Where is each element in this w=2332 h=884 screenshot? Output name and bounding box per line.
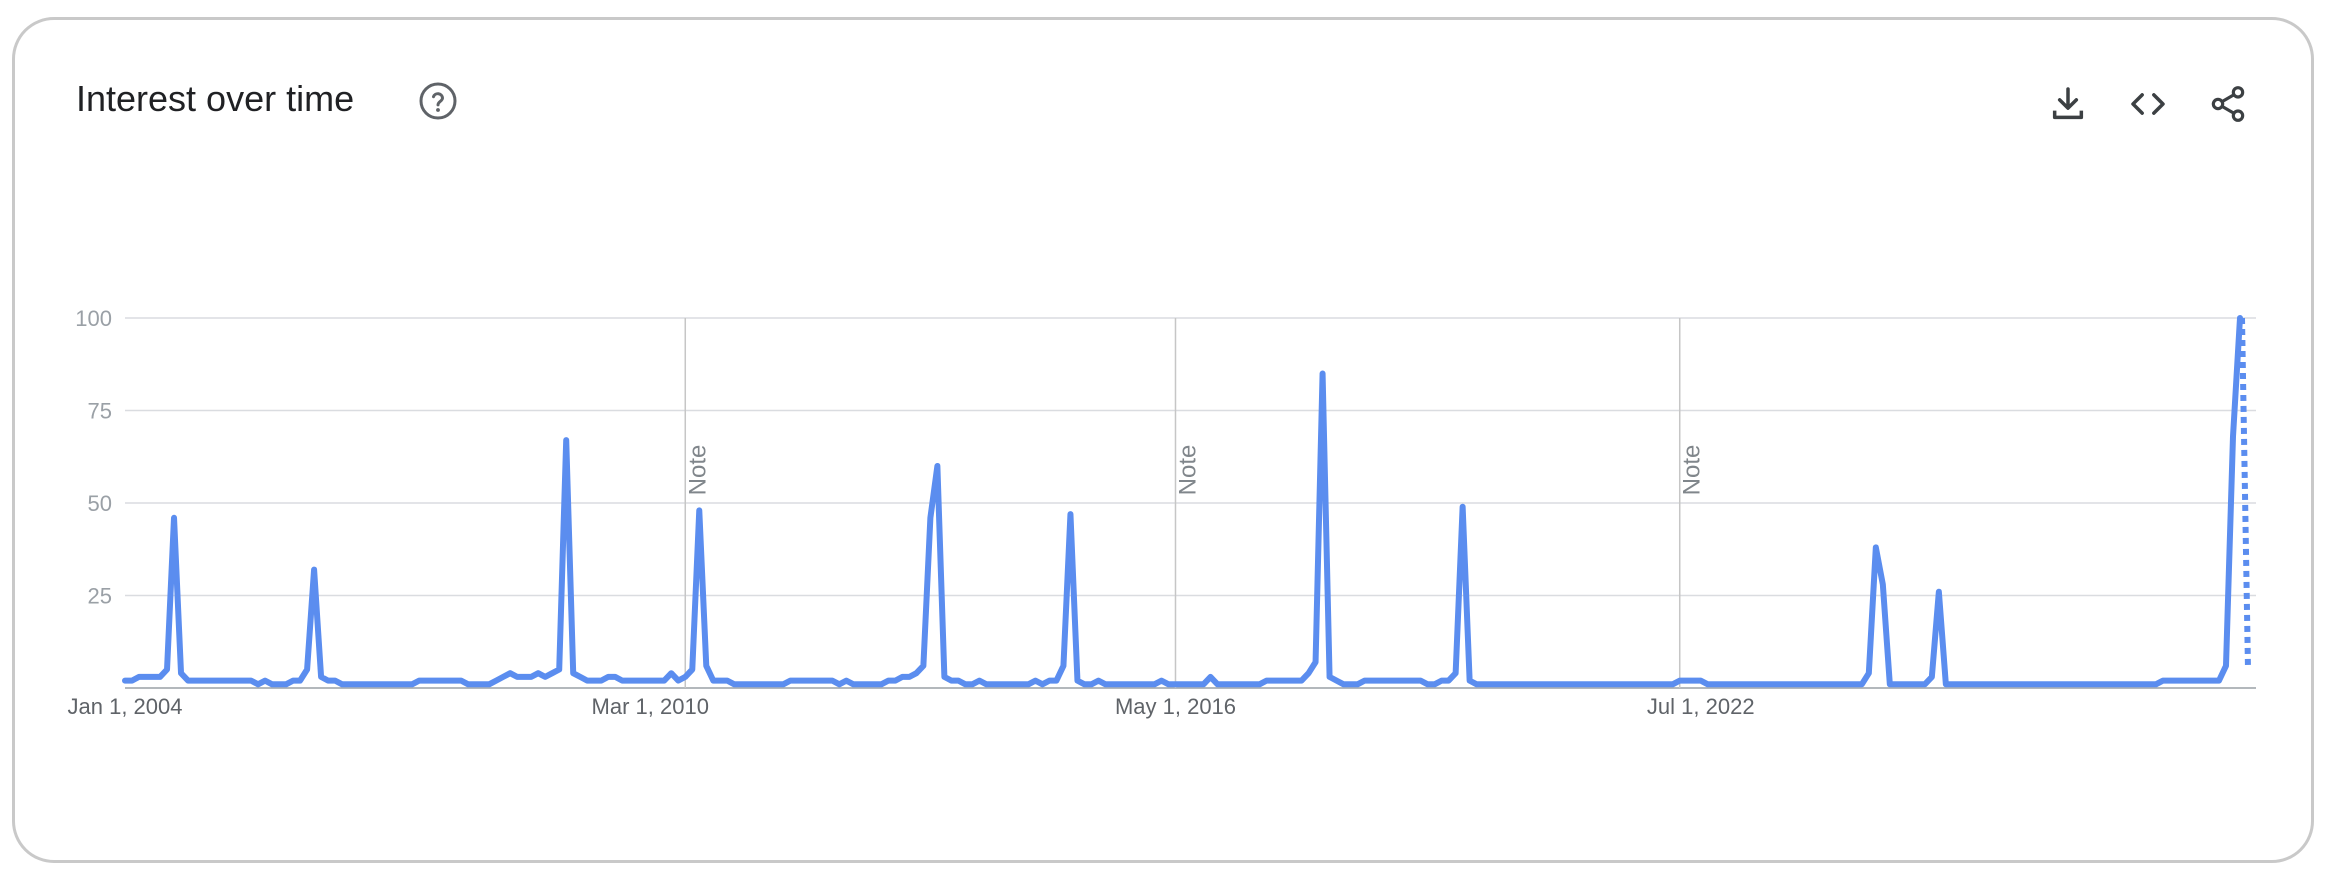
help-icon[interactable] <box>418 81 458 121</box>
partial-data-segment <box>2239 317 2251 670</box>
embed-icon[interactable] <box>2128 84 2168 124</box>
y-tick-label: 75 <box>88 399 112 424</box>
y-tick-label: 100 <box>75 306 112 331</box>
interest-over-time-card <box>12 17 2314 863</box>
download-icon[interactable] <box>2048 84 2088 124</box>
note-label: Note <box>1679 445 1706 496</box>
series-line <box>122 315 2243 688</box>
y-tick-label: 25 <box>88 584 112 609</box>
x-tick-label: May 1, 2016 <box>1115 694 1236 719</box>
x-tick-label: Jan 1, 2004 <box>68 694 183 719</box>
share-icon[interactable] <box>2208 84 2248 124</box>
x-tick-label: Mar 1, 2010 <box>592 694 709 719</box>
card-title: Interest over time <box>76 78 355 119</box>
note-label: Note <box>684 445 711 496</box>
note-label: Note <box>1174 445 1201 496</box>
x-tick-label: Jul 1, 2022 <box>1647 694 1755 719</box>
y-tick-label: 50 <box>88 491 112 516</box>
